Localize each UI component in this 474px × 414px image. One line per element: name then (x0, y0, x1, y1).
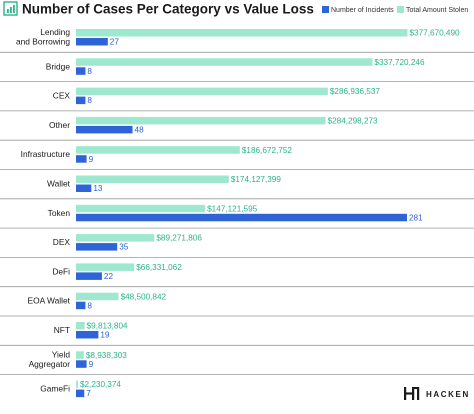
data-label-total-amount-stolen: $186,672,752 (242, 146, 293, 155)
bar-total-amount-stolen (76, 146, 240, 154)
bar-number-of-incidents (76, 96, 86, 105)
data-label-total-amount-stolen: $284,298,273 (328, 117, 379, 126)
bar-total-amount-stolen (76, 87, 328, 96)
category-label: Infrastructure (21, 149, 71, 159)
data-label-total-amount-stolen: $48,500,842 (121, 292, 167, 301)
category-label: NFT (54, 325, 70, 335)
data-label-number-of-incidents: 8 (87, 301, 92, 310)
data-label-total-amount-stolen: $174,127,399 (231, 175, 282, 184)
chart-title: Number of Cases Per Category vs Value Lo… (22, 2, 314, 17)
data-label-number-of-incidents: 35 (119, 243, 129, 252)
title-icon (3, 1, 18, 16)
bar-number-of-incidents (76, 301, 86, 310)
category-label: Yield Aggregator (29, 349, 71, 369)
data-label-total-amount-stolen: $337,720,246 (374, 58, 425, 67)
data-label-number-of-incidents: 8 (87, 96, 92, 105)
category-label: Other (49, 120, 70, 130)
data-label-number-of-incidents: 13 (93, 184, 103, 193)
bar-number-of-incidents (76, 272, 102, 280)
bar-total-amount-stolen (76, 204, 206, 213)
data-label-number-of-incidents: 8 (87, 67, 92, 76)
data-label-total-amount-stolen: $66,331,062 (136, 263, 182, 272)
bar-number-of-incidents (76, 243, 118, 251)
bar-number-of-incidents (76, 331, 99, 339)
category-label: CEX (53, 91, 71, 101)
plot-area: Lending and Borrowing $377,670,490 27 Bridge… (0, 27, 474, 398)
data-label-number-of-incidents: 22 (104, 272, 114, 281)
data-label-total-amount-stolen: $89,271,806 (156, 234, 202, 243)
data-label-total-amount-stolen: $286,936,537 (330, 87, 381, 96)
legend-swatch-stolen (397, 6, 404, 13)
data-label-number-of-incidents: 27 (110, 38, 120, 47)
category-label: Token (48, 208, 71, 218)
bar-total-amount-stolen (76, 351, 84, 359)
bar-number-of-incidents (76, 360, 87, 368)
category-label: DEX (53, 237, 71, 247)
category-label: Wallet (47, 179, 71, 189)
bar-number-of-incidents (76, 155, 87, 163)
bar-total-amount-stolen (76, 263, 135, 271)
brand-name: HACKEN (426, 390, 470, 399)
data-label-number-of-incidents: 9 (89, 155, 94, 164)
legend-swatch-incidents (322, 6, 329, 13)
bar-total-amount-stolen (76, 29, 408, 37)
category-label: DeFi (52, 266, 70, 276)
data-label-total-amount-stolen: $377,670,490 (410, 29, 461, 38)
data-label-total-amount-stolen: $8,938,303 (86, 351, 127, 360)
data-label-number-of-incidents: 19 (100, 331, 110, 340)
category-label: EOA Wallet (27, 296, 70, 306)
bar-number-of-incidents (76, 125, 133, 134)
bar-total-amount-stolen (76, 234, 155, 242)
data-label-total-amount-stolen: $2,230,374 (80, 380, 121, 389)
legend-label-incidents: Number of Incidents (331, 7, 394, 14)
bar-total-amount-stolen (76, 292, 119, 301)
bar-total-amount-stolen (76, 58, 373, 66)
data-label-number-of-incidents: 281 (409, 213, 423, 222)
category-label: Lending and Borrowing (16, 27, 70, 47)
data-label-total-amount-stolen: $147,121,595 (207, 204, 258, 213)
legend: Number of Incidents Total Amount Stolen (322, 6, 468, 14)
data-label-total-amount-stolen: $9,813,804 (87, 322, 128, 331)
bar-total-amount-stolen (76, 322, 85, 330)
bar-total-amount-stolen (76, 380, 78, 389)
bar-number-of-incidents (76, 389, 85, 398)
category-label: Bridge (46, 61, 71, 71)
bar-number-of-incidents (76, 213, 407, 222)
bar-number-of-incidents (76, 67, 86, 75)
category-label: GameFi (40, 384, 70, 394)
hacken-logo-icon (404, 387, 420, 400)
legend-label-stolen: Total Amount Stolen (406, 7, 468, 14)
bar-total-amount-stolen (76, 116, 326, 125)
bar-number-of-incidents (76, 184, 92, 192)
data-label-number-of-incidents: 7 (86, 389, 91, 398)
bar-total-amount-stolen (76, 175, 229, 183)
data-label-number-of-incidents: 9 (89, 360, 94, 369)
data-label-number-of-incidents: 48 (135, 126, 145, 135)
bar-number-of-incidents (76, 38, 108, 46)
